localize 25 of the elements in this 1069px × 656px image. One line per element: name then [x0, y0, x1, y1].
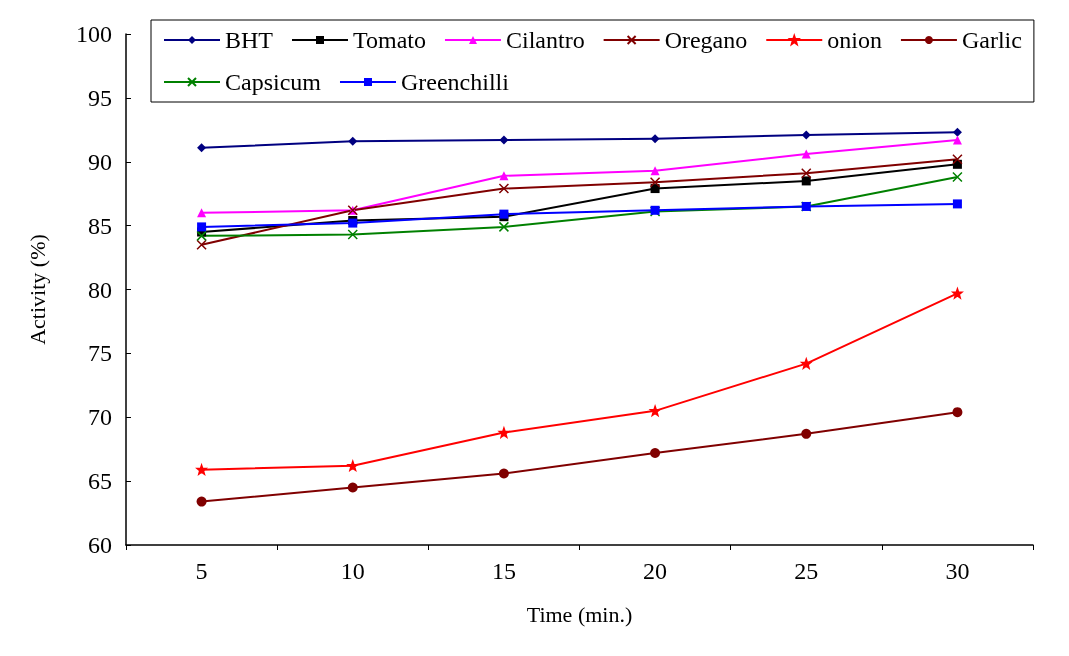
x-tick-label: 5 [195, 558, 208, 584]
x-tick-label: 30 [945, 558, 970, 584]
x-tick-label: 20 [643, 558, 668, 584]
legend-label: Capsicum [225, 69, 322, 95]
legend-label: BHT [225, 27, 274, 53]
y-tick-label: 60 [88, 532, 112, 558]
x-tick-label: 15 [491, 558, 516, 584]
legend-label: Greenchilli [400, 69, 510, 95]
x-tick-label: 10 [340, 558, 365, 584]
x-axis-title: Time (min.) [526, 601, 633, 627]
y-tick-label: 100 [76, 21, 112, 47]
y-tick-label: 90 [88, 148, 112, 175]
x-tick-label: 25 [794, 558, 819, 584]
legend-label: onion [827, 27, 882, 53]
y-tick-label: 70 [88, 404, 112, 431]
legend-label: Tomato [353, 27, 426, 53]
y-tick-label: 75 [88, 340, 112, 367]
legend-label: Oregano [664, 27, 748, 53]
legend-label: Cilantro [505, 27, 585, 53]
y-tick-label: 65 [88, 468, 112, 495]
y-tick-label: 85 [88, 212, 112, 239]
y-axis-title: Activity (%) [24, 234, 50, 345]
y-tick-label: 80 [88, 276, 112, 303]
legend-label: Garlic [961, 27, 1022, 53]
y-tick-label: 95 [88, 84, 112, 111]
